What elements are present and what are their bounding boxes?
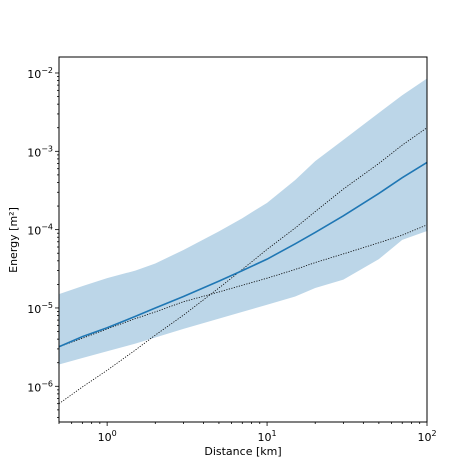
x-tick-base: 10 — [98, 431, 112, 444]
x-tick-base: 10 — [258, 431, 272, 444]
x-tick-base: 10 — [417, 431, 431, 444]
confidence-band — [59, 78, 427, 365]
tick-layer — [55, 72, 428, 426]
y-tick-exponent: −2 — [41, 66, 53, 75]
confidence-band-layer — [59, 78, 427, 365]
x-tick-exponent: 2 — [431, 429, 436, 438]
reference-line-1 — [58, 224, 428, 348]
y-tick-base: 10 — [27, 146, 41, 159]
y-tick-base: 10 — [27, 225, 41, 238]
x-tick-label: 102 — [417, 429, 436, 444]
y-axis-label: Energy [m²] — [7, 207, 20, 273]
mean-line — [58, 161, 428, 348]
x-axis-label: Distance [km] — [204, 445, 281, 458]
reference-line-2 — [58, 127, 428, 404]
x-tick-exponent: 1 — [272, 429, 277, 438]
series-layer — [58, 127, 428, 404]
y-tick-base: 10 — [27, 381, 41, 394]
y-tick-label: 10−2 — [27, 66, 53, 81]
y-tick-label: 10−3 — [27, 144, 53, 159]
y-tick-exponent: −5 — [41, 301, 53, 310]
y-tick-label: 10−6 — [27, 379, 53, 394]
y-tick-base: 10 — [27, 68, 41, 81]
y-tick-base: 10 — [27, 303, 41, 316]
y-tick-exponent: −6 — [41, 379, 53, 388]
y-tick-exponent: −3 — [41, 144, 53, 153]
x-tick-label: 101 — [258, 429, 277, 444]
y-tick-label: 10−4 — [27, 223, 53, 238]
y-tick-label: 10−5 — [27, 301, 53, 316]
plot-frame — [58, 56, 428, 423]
y-tick-exponent: −4 — [41, 223, 53, 232]
x-tick-label: 100 — [98, 429, 117, 444]
x-tick-exponent: 0 — [112, 429, 117, 438]
